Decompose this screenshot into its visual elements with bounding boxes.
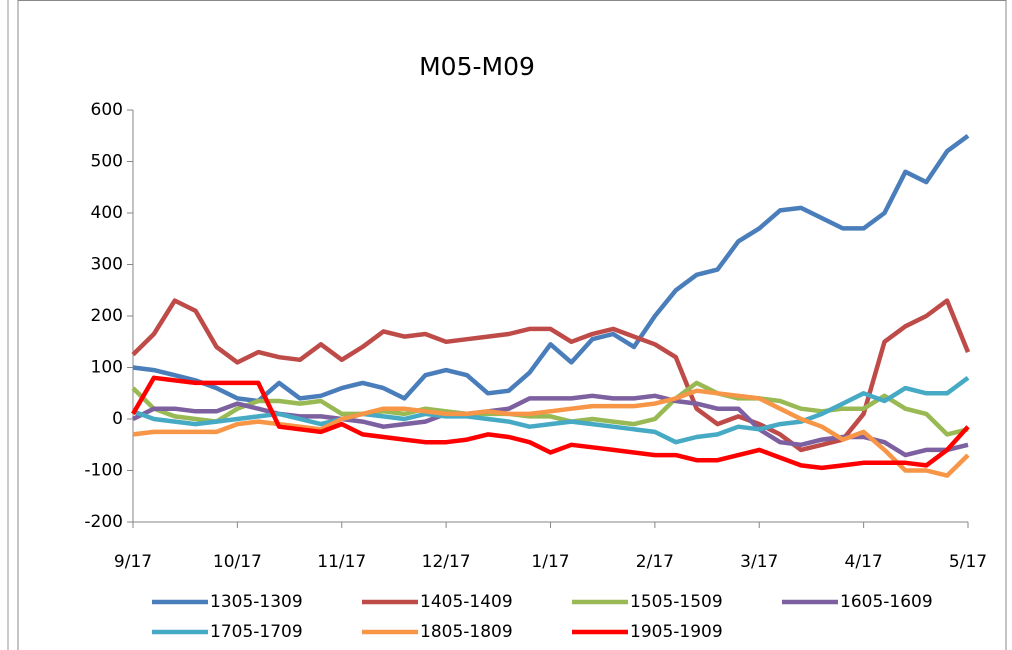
y-tick-label: 0 bbox=[112, 409, 123, 429]
legend-label: 1705-1709 bbox=[210, 622, 303, 642]
y-tick-label: 400 bbox=[91, 203, 123, 223]
legend-label: 1505-1509 bbox=[630, 592, 723, 612]
legend-label: 1805-1809 bbox=[420, 622, 513, 642]
y-tick-label: -200 bbox=[84, 512, 123, 532]
series-line bbox=[131, 298, 971, 453]
chart-border bbox=[17, 0, 1007, 650]
y-tick-label: 600 bbox=[91, 100, 123, 120]
y-tick-label: 500 bbox=[91, 152, 123, 172]
y-tick-label: 200 bbox=[91, 306, 123, 326]
x-tick-label: 4/17 bbox=[845, 552, 883, 572]
x-tick-label: 2/17 bbox=[636, 552, 674, 572]
x-tick-label: 9/17 bbox=[114, 552, 152, 572]
legend-label: 1605-1609 bbox=[840, 592, 933, 612]
series-line bbox=[132, 388, 970, 478]
y-tick-label: 300 bbox=[91, 255, 123, 275]
x-tick-label: 3/17 bbox=[740, 552, 778, 572]
y-tick-label: -100 bbox=[84, 461, 123, 481]
legend-label: 1405-1409 bbox=[420, 592, 513, 612]
x-tick-label: 12/17 bbox=[422, 552, 471, 572]
x-tick-label: 5/17 bbox=[949, 552, 987, 572]
legend-label: 1905-1909 bbox=[630, 622, 723, 642]
chart-title: M05-M09 bbox=[419, 52, 535, 81]
series-line bbox=[132, 133, 970, 404]
legend-label: 1305-1309 bbox=[210, 592, 303, 612]
series-line bbox=[131, 375, 970, 471]
x-tick-label: 1/17 bbox=[531, 552, 569, 572]
y-tick-label: 100 bbox=[91, 358, 123, 378]
x-tick-label: 10/17 bbox=[213, 552, 262, 572]
x-tick-label: 11/17 bbox=[317, 552, 366, 572]
